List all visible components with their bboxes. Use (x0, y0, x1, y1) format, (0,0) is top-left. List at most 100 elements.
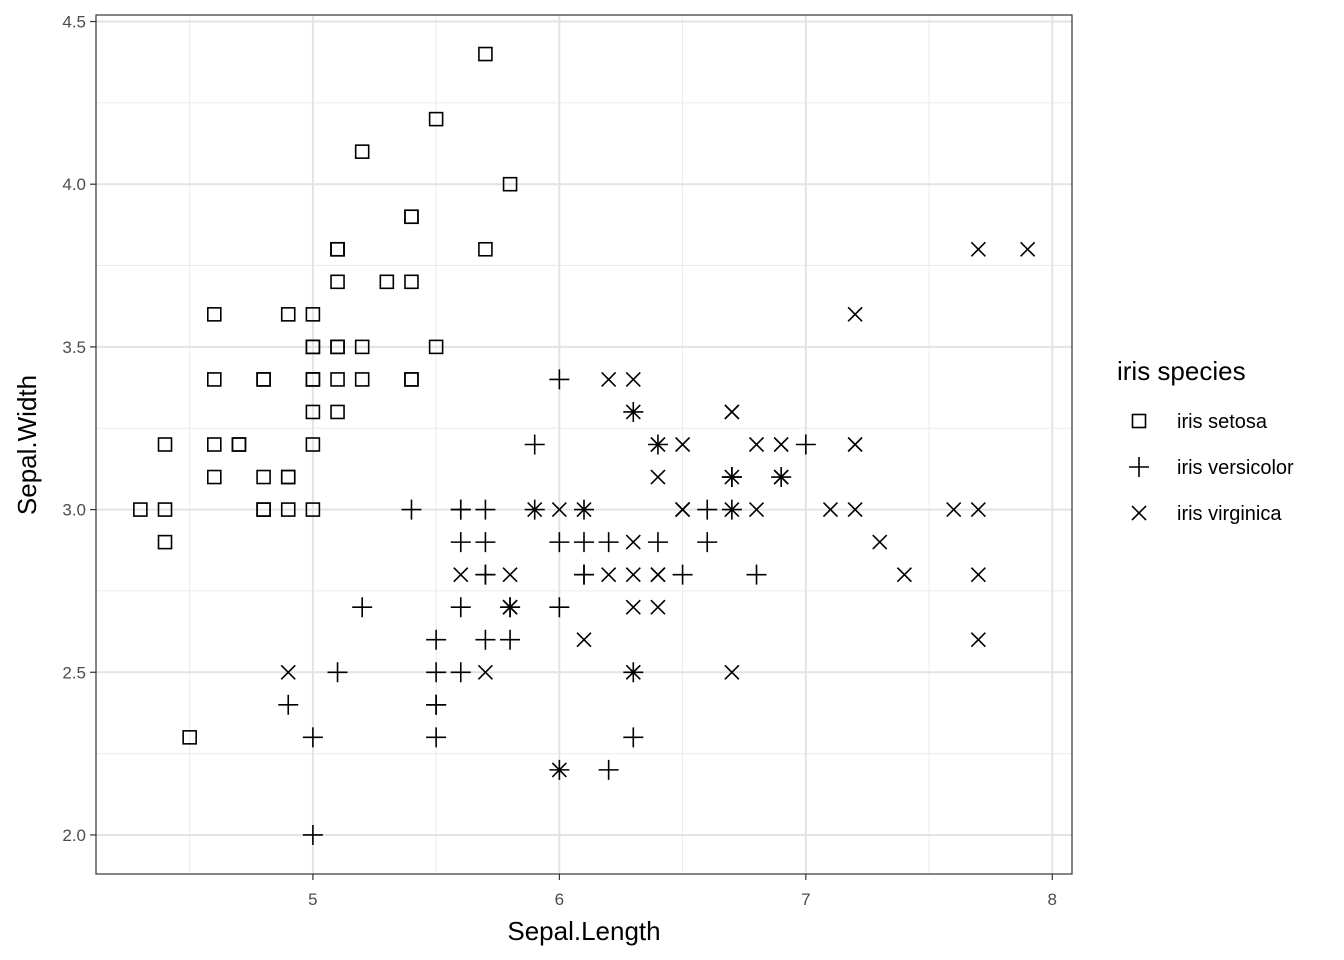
data-point-iris-versicolor (302, 824, 323, 845)
data-point-iris-setosa (305, 502, 321, 517)
data-point-iris-virginica (625, 599, 641, 615)
data-point-iris-virginica (748, 436, 765, 453)
data-point-iris-versicolor (746, 564, 767, 585)
data-point-iris-virginica (773, 469, 789, 485)
data-point-iris-setosa (157, 437, 173, 452)
data-point-iris-setosa (354, 339, 370, 355)
x-tick-label: 5 (308, 890, 317, 909)
data-point-iris-virginica (625, 664, 641, 680)
data-point-iris-setosa (428, 111, 444, 127)
y-tick-label: 4.0 (62, 175, 86, 194)
data-point-iris-versicolor (672, 564, 693, 585)
data-point-iris-virginica (477, 664, 493, 680)
data-point-iris-versicolor (302, 727, 323, 748)
data-point-iris-virginica (970, 567, 986, 583)
data-point-iris-versicolor (574, 564, 594, 585)
data-point-iris-virginica (847, 502, 863, 518)
minor-gridlines (96, 15, 1072, 874)
data-point-iris-versicolor (426, 727, 447, 748)
data-point-iris-setosa (404, 209, 419, 225)
data-point-iris-setosa (256, 469, 271, 485)
data-point-iris-virginica (724, 469, 740, 485)
data-point-iris-setosa (354, 372, 370, 387)
data-point-iris-setosa (330, 404, 345, 420)
data-point-iris-virginica (724, 664, 740, 680)
data-point-iris-virginica (1020, 241, 1036, 257)
data-point-iris-virginica (724, 502, 740, 518)
data-point-iris-virginica (625, 404, 641, 420)
data-point-iris-setosa (207, 469, 222, 485)
y-tick-label: 2.0 (62, 826, 86, 845)
data-point-iris-versicolor (598, 759, 619, 780)
legend-items: iris setosa iris versicolor iris virginica (1129, 411, 1294, 525)
data-point-iris-setosa (207, 437, 222, 452)
y-tick-label: 4.5 (62, 13, 86, 32)
y-tick-label: 3.5 (62, 338, 86, 357)
data-point-iris-setosa (305, 404, 321, 420)
data-point-iris-virginica (675, 502, 691, 518)
data-point-iris-virginica (847, 306, 863, 322)
data-point-iris-virginica (650, 567, 666, 583)
data-point-iris-versicolor (450, 499, 471, 520)
data-point-iris-setosa (305, 339, 321, 355)
data-point-iris-virginica (650, 436, 666, 453)
legend-key-iris-setosa (1131, 413, 1147, 429)
data-point-iris-versicolor (278, 694, 299, 715)
data-point-iris-virginica (551, 762, 567, 778)
x-tick-label: 6 (555, 890, 564, 909)
data-point-iris-versicolor (475, 532, 496, 553)
data-point-iris-setosa (157, 534, 173, 550)
data-point-iris-setosa (133, 502, 148, 517)
data-point-iris-setosa (207, 307, 222, 322)
data-point-iris-setosa (330, 339, 345, 355)
data-point-iris-setosa (478, 46, 493, 62)
data-point-iris-virginica (650, 469, 666, 485)
data-point-iris-setosa (428, 339, 444, 355)
data-point-iris-virginica (625, 567, 641, 583)
legend-label-iris-setosa: iris setosa (1177, 411, 1268, 433)
data-point-iris-versicolor (475, 499, 496, 520)
data-point-iris-versicolor (795, 434, 816, 455)
data-point-iris-versicolor (697, 532, 718, 553)
data-point-iris-virginica (773, 436, 789, 453)
data-point-iris-versicolor (647, 532, 668, 553)
data-point-iris-setosa (330, 241, 345, 257)
y-axis: 2.0 2.5 3.0 3.5 4.0 4.5 (62, 13, 96, 845)
data-point-iris-virginica (576, 632, 592, 648)
data-point-iris-virginica (601, 567, 617, 583)
data-point-iris-setosa (157, 502, 173, 517)
data-point-iris-setosa (280, 502, 296, 517)
data-point-iris-virginica (822, 502, 839, 518)
x-tick-label: 7 (801, 890, 810, 909)
data-point-iris-versicolor (426, 662, 447, 683)
data-point-iris-virginica (502, 599, 518, 615)
data-point-iris-virginica (946, 502, 962, 518)
data-point-iris-versicolor (327, 662, 348, 683)
data-point-iris-versicolor (426, 629, 447, 650)
data-point-iris-setosa (478, 241, 493, 257)
data-point-iris-setosa (207, 372, 222, 387)
data-point-iris-setosa (330, 274, 345, 290)
data-point-iris-setosa (354, 144, 370, 159)
data-point-iris-virginica (625, 371, 641, 387)
data-point-iris-setosa (502, 176, 518, 192)
data-point-iris-versicolor (697, 499, 718, 520)
data-point-iris-setosa (280, 307, 296, 322)
data-point-iris-setosa (182, 730, 197, 745)
legend-key-iris-virginica (1131, 505, 1147, 521)
y-tick-label: 2.5 (62, 663, 86, 682)
data-point-iris-versicolor (524, 434, 545, 455)
data-point-iris-setosa (256, 502, 271, 517)
y-axis-title: Sepal.Width (12, 375, 42, 515)
data-point-iris-virginica (576, 502, 592, 518)
data-point-iris-virginica (453, 567, 469, 583)
x-axis-title: Sepal.Length (507, 916, 660, 946)
data-point-iris-virginica (502, 567, 518, 583)
data-points (133, 46, 1036, 845)
x-axis: 5 6 7 8 (308, 874, 1057, 909)
data-point-iris-versicolor (574, 532, 594, 553)
data-point-iris-virginica (675, 436, 691, 453)
